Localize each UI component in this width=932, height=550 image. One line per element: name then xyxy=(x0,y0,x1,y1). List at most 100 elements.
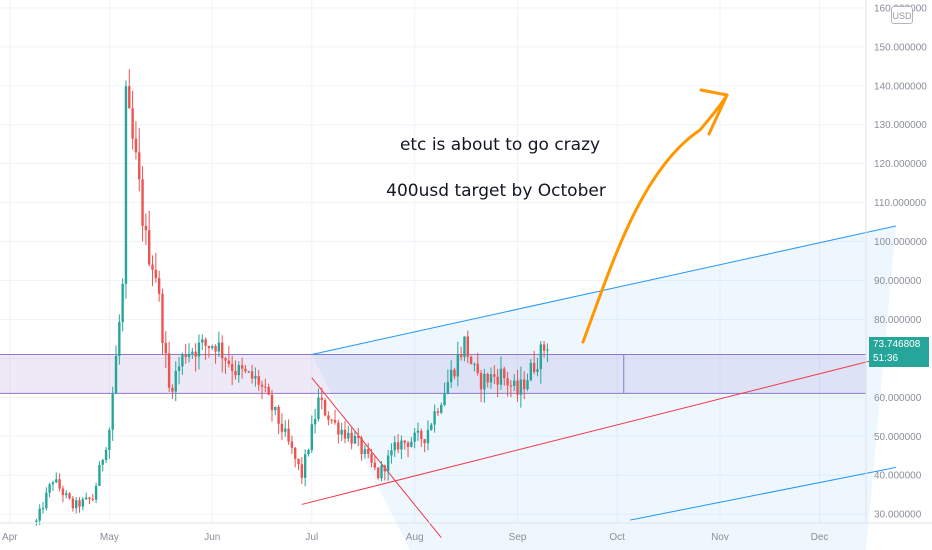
x-tick-label: Sep xyxy=(509,532,527,543)
y-tick-label: 40.000000 xyxy=(874,471,922,482)
candle-body xyxy=(307,450,310,455)
candle-body xyxy=(84,497,88,500)
candle-body xyxy=(317,397,320,420)
candle-body xyxy=(536,369,539,372)
candle-body xyxy=(463,336,466,357)
candle-body xyxy=(234,370,237,376)
candle-body xyxy=(440,404,443,413)
candle-body xyxy=(247,371,250,373)
candle-body xyxy=(108,429,111,450)
candle-body xyxy=(267,386,270,395)
candle-body xyxy=(340,429,343,435)
candle-body xyxy=(483,373,486,390)
candle-body xyxy=(55,479,58,483)
candle-body xyxy=(406,442,410,447)
candle-body xyxy=(446,382,450,394)
candle-body xyxy=(88,497,91,499)
candle-body xyxy=(313,419,317,425)
candle-body xyxy=(148,230,151,265)
candle-body xyxy=(187,353,191,358)
candle-body xyxy=(68,493,71,499)
candle-body xyxy=(396,442,400,450)
candle-body xyxy=(58,479,61,489)
candle-body xyxy=(287,428,290,442)
candle-body xyxy=(443,393,446,405)
candle-body xyxy=(426,429,430,444)
candle-body xyxy=(436,411,440,413)
last-price-value: 73.746808 xyxy=(873,339,921,350)
candle-body xyxy=(294,447,297,459)
candle-body xyxy=(65,493,68,496)
candle-body xyxy=(41,508,45,510)
candle-body xyxy=(141,179,144,226)
candle-body xyxy=(194,351,197,357)
candle-body xyxy=(503,368,506,379)
candle-body xyxy=(532,362,536,372)
candle-body xyxy=(499,368,503,385)
candle-body xyxy=(257,376,260,385)
candle-body xyxy=(71,498,75,509)
candle-body xyxy=(300,464,304,478)
candle-body xyxy=(469,356,473,364)
y-tick-label: 150.000000 xyxy=(874,42,927,53)
candle-body xyxy=(303,454,307,478)
y-tick-label: 140.000000 xyxy=(874,81,927,92)
candle-body xyxy=(91,498,94,500)
x-tick-label: Dec xyxy=(811,532,829,543)
candle-body xyxy=(386,455,390,472)
candle-body xyxy=(493,374,496,377)
candle-body xyxy=(167,353,171,388)
candle-body xyxy=(51,482,55,485)
x-tick-label: Oct xyxy=(609,532,625,543)
candle-body xyxy=(227,360,231,365)
currency-badge[interactable]: USD xyxy=(891,6,913,24)
candle-body xyxy=(373,462,377,468)
candle-body xyxy=(323,399,327,416)
candle-body xyxy=(177,366,181,371)
candle-body xyxy=(94,485,98,500)
candle-body xyxy=(509,385,513,387)
candle-body xyxy=(134,138,138,153)
candle-body xyxy=(104,449,108,460)
candle-body xyxy=(476,363,479,374)
candle-body xyxy=(522,379,526,390)
candle-body xyxy=(161,293,164,343)
x-tick-label: Jun xyxy=(204,532,220,543)
candle-body xyxy=(363,449,367,455)
candle-body xyxy=(240,365,244,369)
candle-body xyxy=(211,346,214,349)
candle-body xyxy=(353,435,357,444)
candle-body xyxy=(38,508,41,521)
candle-body xyxy=(350,432,353,444)
candle-body xyxy=(529,362,533,381)
channel-lower-line xyxy=(630,466,896,521)
candle-body xyxy=(466,336,469,357)
y-tick-label: 90.000000 xyxy=(874,276,922,287)
candle-body xyxy=(513,380,516,386)
annotation-text: etc is about to go crazy xyxy=(400,135,600,155)
candle-body xyxy=(151,264,154,270)
candle-body xyxy=(456,354,460,377)
candle-body xyxy=(380,465,383,479)
candle-body xyxy=(181,354,184,367)
target-arrow-head xyxy=(699,88,729,136)
candle-body xyxy=(184,354,187,358)
candle-body xyxy=(101,459,104,465)
candle-body xyxy=(496,376,499,385)
y-tick-label: 30.000000 xyxy=(874,510,922,521)
candle-body xyxy=(433,411,436,425)
candle-body xyxy=(370,453,373,463)
candle-body xyxy=(337,422,340,435)
candle-body xyxy=(171,387,174,392)
candle-body xyxy=(393,442,396,451)
candle-body xyxy=(430,424,433,430)
candle-body xyxy=(201,339,204,343)
candle-body xyxy=(157,278,161,294)
candle-body xyxy=(121,283,124,323)
x-axis[interactable]: Apr May Jun Jul Aug Sep Oct Nov Dec xyxy=(0,522,932,543)
candle-body xyxy=(367,449,370,454)
candle-body xyxy=(74,500,78,509)
pitchfork-handle-line xyxy=(311,377,442,538)
